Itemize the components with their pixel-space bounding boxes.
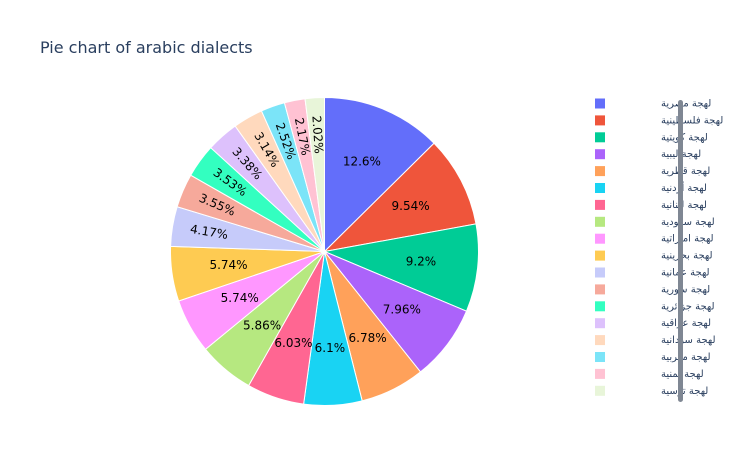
legend-label[interactable]: لهجة قطرية bbox=[661, 166, 710, 177]
legend-scrollbar[interactable] bbox=[678, 100, 683, 402]
pie-slice[interactable] bbox=[322, 142, 477, 253]
legend: لهجة مصرية لهجة فلسطينية لهجة كويتية لهجة ل… bbox=[595, 98, 723, 397]
legend-label[interactable]: لهجة سورية bbox=[661, 284, 710, 295]
legend-label[interactable]: لهجة أردنية bbox=[661, 181, 707, 194]
slice-label: 6.78% bbox=[349, 331, 387, 345]
legend-label[interactable]: لهجة اماراتية bbox=[661, 234, 714, 245]
slice-label: 7.96% bbox=[383, 303, 421, 317]
legend-swatch[interactable] bbox=[595, 335, 605, 346]
legend-label[interactable]: لهجة مغربية bbox=[661, 352, 711, 363]
legend-swatch[interactable] bbox=[595, 250, 605, 261]
legend-swatch[interactable] bbox=[595, 368, 605, 379]
legend-swatch[interactable] bbox=[595, 199, 605, 210]
legend-swatch[interactable] bbox=[595, 166, 605, 177]
legend-swatch[interactable] bbox=[595, 98, 605, 109]
slice-label: 12.6% bbox=[343, 154, 381, 168]
slice-label: 6.03% bbox=[274, 336, 312, 350]
legend-label[interactable]: لهجة سعودية bbox=[661, 217, 715, 228]
legend-label[interactable]: لهجة فلسطينية bbox=[661, 115, 723, 126]
legend-swatch[interactable] bbox=[595, 385, 605, 396]
slice-label: 2.02% bbox=[309, 115, 325, 154]
legend-label[interactable]: لهجة كويتية bbox=[661, 132, 708, 143]
slice-label: 5.74% bbox=[221, 291, 259, 305]
pie-slice[interactable] bbox=[304, 96, 325, 252]
legend-swatch[interactable] bbox=[595, 233, 605, 244]
pie-slice[interactable] bbox=[322, 223, 479, 312]
slice-label: 5.74% bbox=[209, 258, 247, 272]
legend-swatch[interactable] bbox=[595, 318, 605, 329]
slice-label: 9.2% bbox=[406, 255, 437, 269]
chart-title: Pie chart of arabic dialects bbox=[40, 38, 253, 57]
pie-slices bbox=[170, 96, 479, 406]
legend-label[interactable]: لهجة لبنانية bbox=[661, 200, 707, 211]
legend-label[interactable]: لهجة توسية bbox=[661, 386, 708, 397]
legend-label[interactable]: لهجة بحرينية bbox=[661, 251, 713, 262]
legend-swatch[interactable] bbox=[595, 216, 605, 227]
legend-swatch[interactable] bbox=[595, 183, 605, 193]
legend-swatch[interactable] bbox=[595, 132, 605, 143]
legend-swatch[interactable] bbox=[595, 149, 605, 160]
legend-label[interactable]: لهجة عراقية bbox=[661, 318, 711, 329]
legend-label[interactable]: لهجة جزائرية bbox=[661, 301, 715, 312]
slice-label: 9.54% bbox=[392, 199, 430, 213]
legend-swatch[interactable] bbox=[595, 115, 605, 126]
legend-label[interactable]: لهجة عمانية bbox=[661, 268, 710, 279]
legend-swatch[interactable] bbox=[595, 284, 605, 295]
pie-slice[interactable] bbox=[324, 96, 435, 253]
legend-swatch[interactable] bbox=[595, 352, 605, 362]
slice-label: 6.1% bbox=[315, 341, 346, 355]
legend-label[interactable]: لهجة مصرية bbox=[661, 99, 711, 110]
slice-label: 4.17% bbox=[189, 222, 229, 242]
legend-swatch[interactable] bbox=[595, 301, 605, 312]
legend-swatch[interactable] bbox=[595, 267, 605, 278]
legend-label[interactable]: لهجة سودانية bbox=[661, 335, 716, 346]
slice-label: 5.86% bbox=[243, 318, 281, 332]
